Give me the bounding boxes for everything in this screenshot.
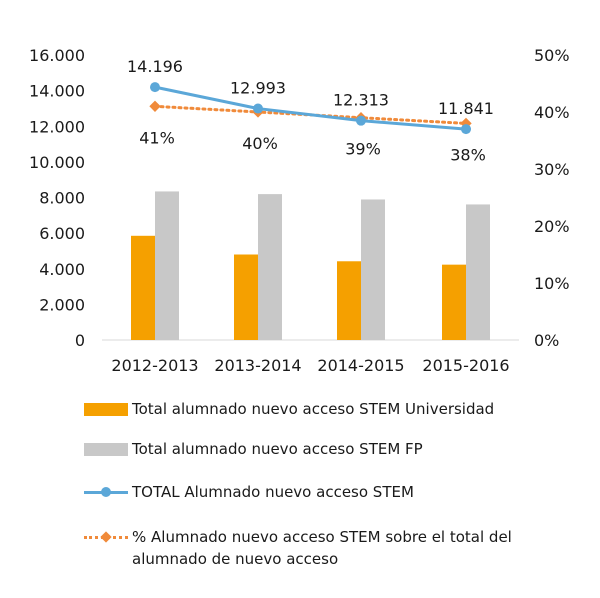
right-tick-label: 50%	[534, 46, 570, 65]
right-tick-label: 20%	[534, 217, 570, 236]
category-label: 2013-2014	[214, 356, 301, 375]
bar-stem-universidad	[234, 254, 258, 340]
bar-stem-fp	[466, 204, 490, 340]
right-tick-label: 40%	[534, 103, 570, 122]
left-tick-label: 2.000	[39, 295, 85, 314]
category-labels: 2012-2013 2013-2014 2014-2015 2015-2016	[111, 356, 509, 375]
bars	[131, 191, 490, 340]
category-label: 2015-2016	[422, 356, 509, 375]
total-data-label: 14.196	[127, 57, 183, 76]
total-stem-marker	[461, 124, 471, 135]
left-tick-label: 0	[75, 331, 85, 350]
total-stem-marker	[356, 115, 366, 126]
legend-label: Total alumnado nuevo acceso STEM FP	[132, 440, 423, 458]
left-tick-label: 4.000	[39, 260, 85, 279]
category-label: 2012-2013	[111, 356, 198, 375]
bar-stem-universidad	[337, 261, 361, 340]
lines	[149, 82, 472, 135]
left-tick-label: 6.000	[39, 224, 85, 243]
legend-swatch-blue-line	[84, 481, 130, 503]
left-tick-label: 16.000	[29, 46, 85, 65]
total-data-label: 12.313	[333, 91, 389, 110]
pct-data-label: 40%	[242, 134, 278, 153]
legend-item-total-stem: TOTAL Alumnado nuevo acceso STEM	[84, 481, 584, 526]
bar-stem-universidad	[442, 264, 466, 340]
total-data-label: 11.841	[438, 99, 494, 118]
bar-stem-fp	[361, 199, 385, 340]
legend-item-stem-universidad: Total alumnado nuevo acceso STEM Univers…	[84, 398, 584, 438]
bar-stem-universidad	[131, 235, 155, 340]
data-labels: 14.196 12.993 12.313 11.841 41% 40% 39% 38%	[127, 57, 494, 164]
legend-swatch-orange-dotted	[84, 526, 130, 548]
bar-stem-fp	[155, 191, 179, 340]
bar-stem-fp	[258, 194, 282, 340]
legend-item-stem-fp: Total alumnado nuevo acceso STEM FP	[84, 438, 584, 481]
legend-item-pct-stem: % Alumnado nuevo acceso STEM sobre el to…	[84, 526, 584, 570]
right-axis-ticks: 0% 10% 20% 30% 40% 50%	[534, 46, 570, 350]
legend-label: TOTAL Alumnado nuevo acceso STEM	[132, 483, 414, 501]
total-stem-marker	[253, 103, 263, 114]
category-label: 2014-2015	[317, 356, 404, 375]
left-tick-label: 14.000	[29, 82, 85, 101]
total-stem-marker	[150, 82, 160, 93]
legend-swatch-gray-bar	[84, 438, 130, 460]
legend-label: Total alumnado nuevo acceso STEM Univers…	[132, 400, 495, 418]
legend-swatch-orange-bar	[84, 398, 130, 420]
pct-data-label: 38%	[450, 145, 486, 164]
left-axis-ticks: 0 2.000 4.000 6.000 8.000 10.000 12.000 14.000 1…	[29, 46, 85, 350]
right-tick-label: 30%	[534, 160, 570, 179]
pct-data-label: 39%	[345, 140, 381, 159]
pct-stem-marker	[149, 100, 161, 112]
right-tick-label: 10%	[534, 274, 570, 293]
total-stem-line	[154, 85, 467, 131]
left-tick-label: 8.000	[39, 189, 85, 208]
legend: Total alumnado nuevo acceso STEM Univers…	[84, 398, 584, 570]
left-tick-label: 12.000	[29, 117, 85, 136]
legend-label: % Alumnado nuevo acceso STEM sobre el to…	[132, 528, 512, 568]
combo-chart: 0 2.000 4.000 6.000 8.000 10.000 12.000 14.000 1…	[29, 46, 570, 375]
total-data-label: 12.993	[230, 79, 286, 98]
pct-data-label: 41%	[139, 128, 175, 147]
right-tick-label: 0%	[534, 331, 559, 350]
left-tick-label: 10.000	[29, 153, 85, 172]
